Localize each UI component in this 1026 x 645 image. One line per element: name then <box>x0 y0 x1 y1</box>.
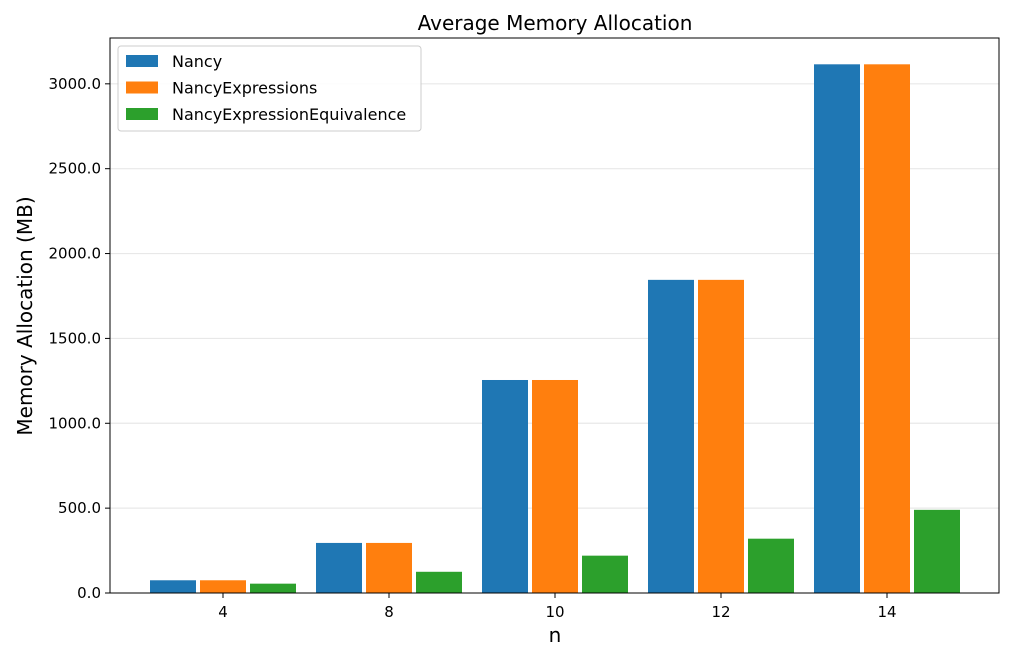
bar <box>316 542 362 593</box>
legend-swatch <box>126 55 158 67</box>
legend: Nancy NancyExpressions NancyExpressionEqui… <box>117 45 422 132</box>
bar <box>366 542 412 593</box>
y-tick-label: 0.0 <box>77 584 101 602</box>
y-tick-label: 2500.0 <box>49 160 102 178</box>
y-tick-label: 3000.0 <box>49 75 102 93</box>
legend-box <box>117 45 422 132</box>
bar <box>582 555 628 593</box>
bar <box>748 538 794 593</box>
bars <box>150 64 960 593</box>
bar <box>416 571 462 593</box>
bar <box>482 379 528 593</box>
bar <box>150 580 196 593</box>
x-axis-ticks: 4 8 10 12 14 <box>218 593 897 621</box>
bar <box>532 379 578 593</box>
bar <box>864 64 910 593</box>
plot-frame <box>109 37 1000 594</box>
bar <box>698 279 744 593</box>
legend-label: NancyExpressions <box>172 79 317 98</box>
y-tick-label: 1000.0 <box>49 414 102 432</box>
bar <box>250 583 296 593</box>
legend-label: Nancy <box>172 52 222 71</box>
x-tick-label: 12 <box>711 603 730 621</box>
chart-title: Average Memory Allocation <box>418 11 693 35</box>
x-tick-label: 4 <box>218 603 228 621</box>
x-tick-label: 8 <box>384 603 394 621</box>
y-tick-label: 500.0 <box>58 499 101 517</box>
y-axis-ticks: 0.0 500.0 1000.0 1500.0 2000.0 2500.0 3000.0 <box>49 75 110 602</box>
legend-label: NancyExpressionEquivalence <box>172 105 406 124</box>
bar <box>814 64 860 593</box>
x-axis-label: n <box>549 623 562 645</box>
y-tick-label: 1500.0 <box>49 329 102 347</box>
x-tick-label: 14 <box>877 603 896 621</box>
y-tick-label: 2000.0 <box>49 245 102 263</box>
bar <box>200 580 246 593</box>
bar <box>914 509 960 593</box>
x-tick-label: 10 <box>545 603 564 621</box>
y-axis-label: Memory Allocation (MB) <box>13 196 37 435</box>
bar <box>648 279 694 593</box>
legend-swatch <box>126 81 158 94</box>
legend-swatch <box>126 108 158 120</box>
